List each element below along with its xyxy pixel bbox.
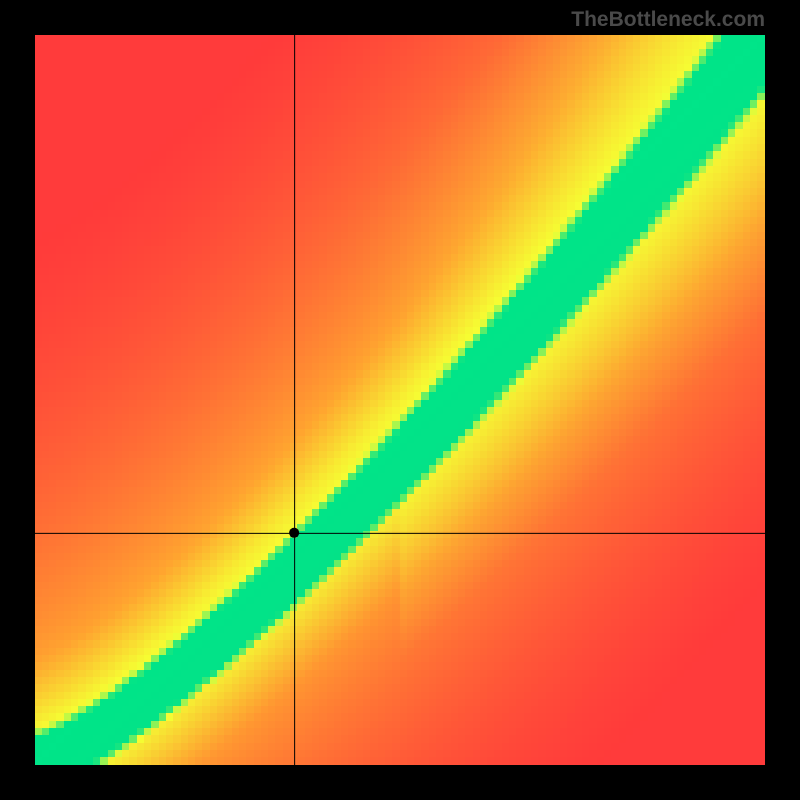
watermark-text: TheBottleneck.com [571,8,765,32]
chart-container: TheBottleneck.com [0,0,800,800]
bottleneck-heatmap [35,35,765,765]
